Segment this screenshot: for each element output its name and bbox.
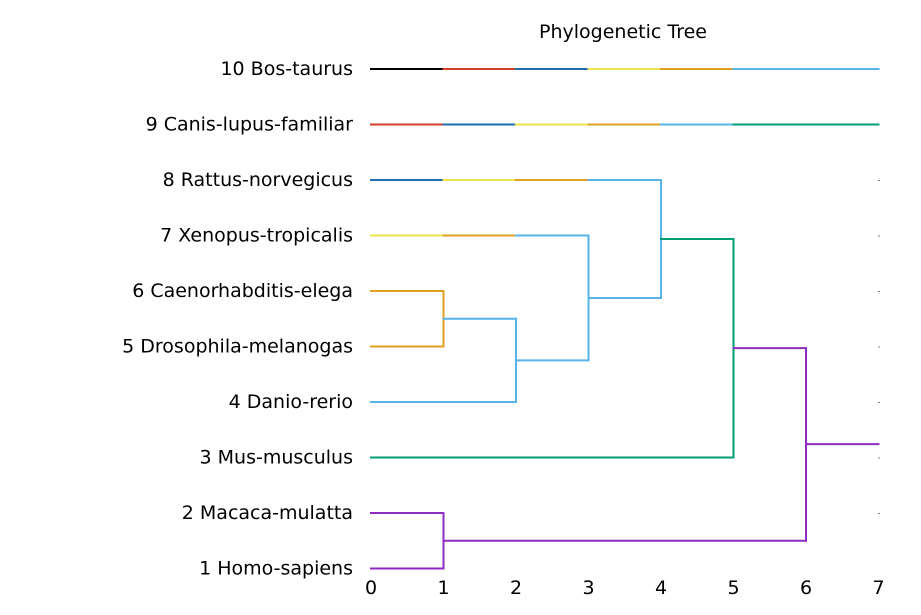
leaf-label: 5 Drosophila-melanogas [122,336,353,358]
leaf-label: 10 Bos-taurus [220,58,353,80]
x-tick-label: 7 [872,577,884,599]
edge-marker [878,457,880,459]
chart-title: Phylogenetic Tree [539,21,707,43]
leaf-label: 7 Xenopus-tropicalis [160,225,353,247]
leaf-label: 3 Mus-musculus [200,447,353,469]
leaf-label: 2 Macaca-mulatta [182,502,353,524]
right-edge-markers [878,180,880,514]
edge-marker [878,513,880,514]
leaf-label: 8 Rattus-norvegicus [163,169,353,191]
leaf-label: 1 Homo-sapiens [199,558,353,580]
x-tick-label: 4 [655,577,667,599]
x-tick-label: 6 [800,577,812,599]
x-tick-label: 3 [582,577,594,599]
leaf-label: 6 Caenorhabditis-elega [132,280,353,302]
edge-marker [878,180,880,181]
x-axis-tick-labels: 0 1 2 3 4 5 6 7 [365,577,885,599]
leaf-labels: 1 Homo-sapiens 2 Macaca-mulatta 3 Mus-musc… [122,58,353,580]
x-tick-label: 5 [727,577,739,599]
edge-marker [878,346,880,348]
edge-marker [878,402,880,403]
leaf-label: 4 Danio-rerio [229,391,353,413]
x-tick-label: 1 [437,577,449,599]
edge-marker [878,291,880,292]
x-tick-label: 2 [510,577,522,599]
leaf-label: 9 Canis-lupus-familiar [146,114,354,136]
x-tick-label: 0 [365,577,377,599]
tree-branches [370,68,880,570]
edge-marker [878,235,880,237]
